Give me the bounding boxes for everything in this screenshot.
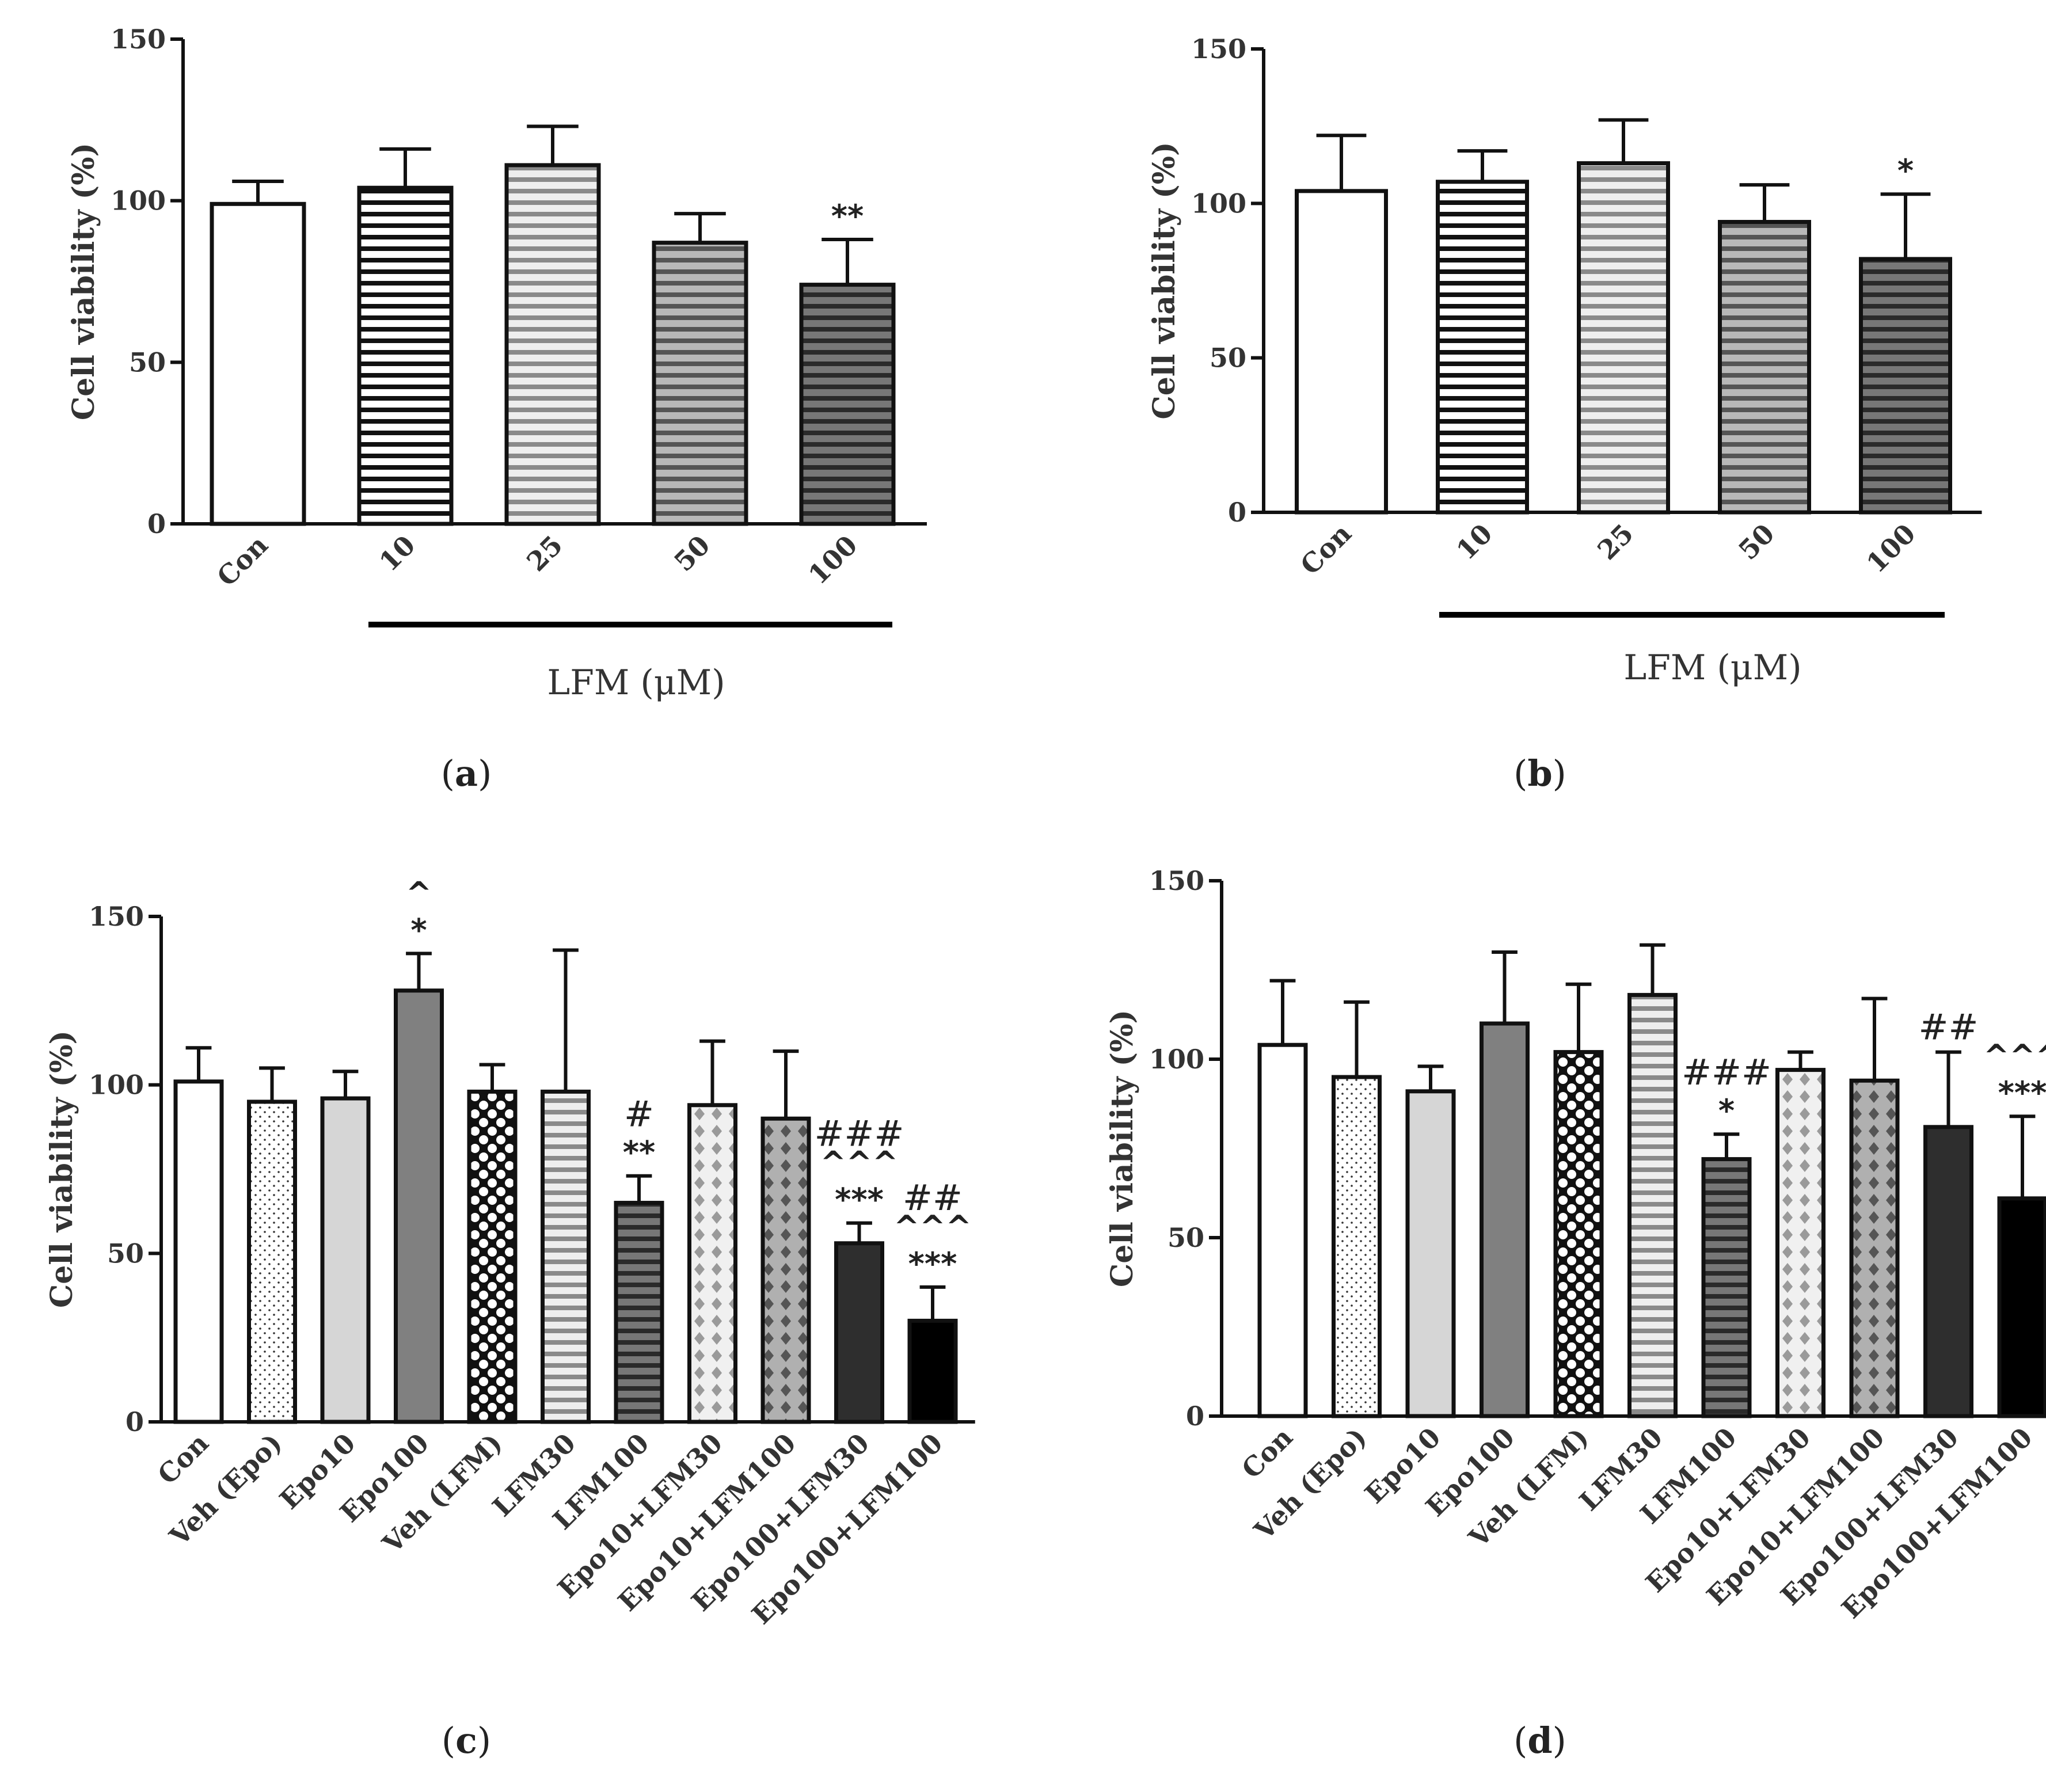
x-tick-label: Con <box>211 530 273 592</box>
x-tick-label: 100 <box>803 530 864 591</box>
y-tick-label: 50 <box>1210 343 1246 374</box>
y-tick-label: 150 <box>1149 865 1204 896</box>
y-tick-label: 50 <box>107 1238 144 1269</box>
bar <box>1775 1068 1826 1418</box>
x-tick-label: Con <box>1235 1422 1298 1485</box>
bar <box>1405 1089 1456 1418</box>
y-tick-label: 0 <box>126 1406 144 1437</box>
bar <box>1577 161 1670 515</box>
y-axis-title: Cell viability (%) <box>66 143 101 420</box>
chart-panel-a: 0 50 100 150 Cell viability (%) Con 10 25 50 ** 10… <box>66 24 927 794</box>
panel-label: (b) <box>1513 752 1566 794</box>
bar <box>394 988 444 1424</box>
x-tick-label: 10 <box>1450 518 1498 566</box>
significance-label: * <box>410 912 427 948</box>
significance-label: * <box>1897 153 1914 189</box>
significance-label: ^^^ <box>820 1145 899 1181</box>
significance-label: ^^^ <box>893 1209 972 1245</box>
y-tick-label: 0 <box>147 508 166 539</box>
significance-label: *** <box>908 1246 957 1282</box>
bar <box>1701 1157 1752 1418</box>
y-tick-label: 0 <box>1228 497 1246 528</box>
bar <box>247 1099 297 1424</box>
bar <box>320 1096 371 1424</box>
y-tick-label: 100 <box>89 1070 144 1101</box>
bar <box>173 1079 224 1424</box>
bar <box>1257 1043 1308 1418</box>
bar <box>614 1201 664 1424</box>
bar <box>907 1318 958 1424</box>
bar <box>1923 1125 1973 1418</box>
y-axis-title: Cell viability (%) <box>1105 1010 1140 1287</box>
significance-label: ** <box>831 198 864 234</box>
bar <box>760 1116 811 1424</box>
y-tick-label: 0 <box>1186 1401 1204 1432</box>
bar <box>1480 1021 1530 1418</box>
x-tick-label: 25 <box>1591 518 1639 566</box>
bar <box>467 1089 518 1424</box>
bar <box>1849 1078 1900 1418</box>
significance-label: ## <box>903 1177 963 1219</box>
y-axis-title: Cell viability (%) <box>1147 142 1182 419</box>
significance-label: # <box>624 1093 654 1135</box>
y-tick-label: 100 <box>1191 188 1246 219</box>
significance-label: * <box>1718 1093 1735 1129</box>
bar <box>1332 1075 1382 1418</box>
bar <box>687 1103 737 1424</box>
bar <box>541 1089 591 1424</box>
significance-label: ** <box>623 1135 655 1171</box>
x-tick-label: 100 <box>1861 518 1922 579</box>
panel-label: (c) <box>442 1719 491 1761</box>
bar <box>1718 220 1811 515</box>
group-label: LFM (μM) <box>547 663 725 703</box>
y-tick-label: 50 <box>129 347 166 378</box>
significance-label: *** <box>1998 1075 2046 1111</box>
panel-label: (d) <box>1513 1719 1566 1761</box>
bar <box>799 283 896 526</box>
bar <box>1997 1196 2046 1418</box>
bar <box>652 241 748 526</box>
bar <box>1627 992 1678 1418</box>
x-tick-label: 10 <box>373 530 421 577</box>
significance-label: ### <box>815 1113 904 1155</box>
y-tick-label: 150 <box>1191 33 1246 64</box>
y-tick-label: 50 <box>1167 1222 1204 1253</box>
chart-panel-b: 0 50 100 150 Cell viability (%) Con 10 25 50 * 100… <box>1147 33 1982 794</box>
bar <box>1295 189 1388 515</box>
bar <box>1859 257 1952 515</box>
x-tick-label: 25 <box>520 530 568 577</box>
bar <box>834 1241 884 1424</box>
x-tick-label: Con <box>151 1428 214 1490</box>
significance-label: ### <box>1682 1051 1771 1093</box>
y-axis-title: Cell viability (%) <box>44 1030 79 1308</box>
significance-label: ## <box>1919 1006 1979 1048</box>
significance-label: *** <box>835 1182 884 1218</box>
x-tick-label: 50 <box>1732 518 1780 566</box>
y-tick-label: 100 <box>111 185 166 216</box>
y-tick-label: 150 <box>111 24 166 55</box>
y-tick-label: 150 <box>89 901 144 932</box>
x-tick-label: Con <box>1294 518 1357 581</box>
significance-label: ^ <box>406 875 432 911</box>
significance-label: ^^^ <box>1983 1038 2046 1074</box>
y-tick-label: 100 <box>1149 1044 1204 1075</box>
bar <box>1436 180 1529 515</box>
group-label: LFM (μM) <box>1623 648 1801 688</box>
panel-label: (a) <box>441 752 492 794</box>
x-tick-label: 50 <box>668 530 716 577</box>
bar <box>1553 1050 1604 1418</box>
bar <box>357 185 454 526</box>
bar <box>210 201 306 526</box>
bar <box>504 163 601 526</box>
